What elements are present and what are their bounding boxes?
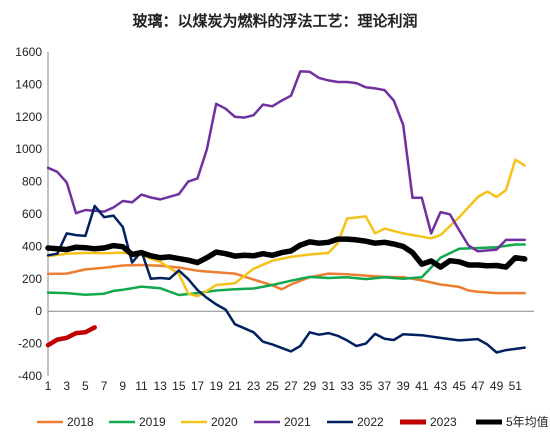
x-tick-label: 21 [228,379,242,393]
chart-title: 玻璃：以煤炭为燃料的浮法工艺：理论利润 [132,12,417,30]
y-tick-label: 1000 [15,142,42,156]
series-line-2022 [46,204,526,354]
series-line-5年均值 [45,236,528,270]
x-tick-label: 23 [247,379,261,393]
x-tick-label: 51 [509,379,523,393]
y-tick-label: 800 [22,175,42,189]
x-tick-label: 31 [322,379,336,393]
x-tick-label: 3 [63,379,70,393]
x-tick-label: 17 [191,379,205,393]
legend: 2018 2019 2020 2021 2022 2023 5年均值 [37,414,549,429]
series-line-2019 [46,243,526,297]
y-tick-label: 600 [22,207,42,221]
x-tick-label: 27 [284,379,298,393]
legend-label: 2019 [139,415,166,429]
legend-label: 2023 [430,415,457,429]
series-line-2018 [46,263,526,295]
x-tick-label: 13 [153,379,167,393]
y-tick-label: -400 [18,369,42,383]
x-tick-label: 47 [471,379,485,393]
x-tick-label: 37 [378,379,392,393]
y-tick-label: 200 [22,272,42,286]
series-layer [45,70,528,354]
y-tick-label: 1600 [15,45,42,59]
x-tick-label: 25 [266,379,280,393]
series-line-2021 [46,70,526,253]
x-tick-label: 15 [172,379,186,393]
x-tick-label: 35 [359,379,373,393]
x-tick-label: 39 [396,379,410,393]
x-tick-label: 49 [490,379,504,393]
legend-label: 2021 [284,415,311,429]
x-tick-label: 7 [101,379,108,393]
y-tick-label: -200 [18,337,42,351]
y-tick-label: 0 [35,304,42,318]
y-tick-label: 400 [22,239,42,253]
y-tick-label: 1400 [15,77,42,91]
legend-label: 5年均值 [506,414,549,429]
x-tick-label: 45 [453,379,467,393]
legend-label: 2022 [357,415,384,429]
y-tick-label: 1200 [15,110,42,124]
x-tick-label: 19 [210,379,224,393]
x-tick-label: 9 [119,379,126,393]
x-tick-label: 41 [415,379,429,393]
legend-label: 2018 [67,415,94,429]
x-tick-label: 43 [434,379,448,393]
series-line-2023 [45,325,97,348]
x-tick-label: 5 [82,379,89,393]
x-tick-label: 33 [340,379,354,393]
x-tick-label: 11 [135,379,148,393]
x-tick-label: 1 [45,379,52,393]
legend-label: 2020 [211,415,238,429]
x-tick-label: 29 [303,379,317,393]
series-line-2020 [46,158,526,298]
